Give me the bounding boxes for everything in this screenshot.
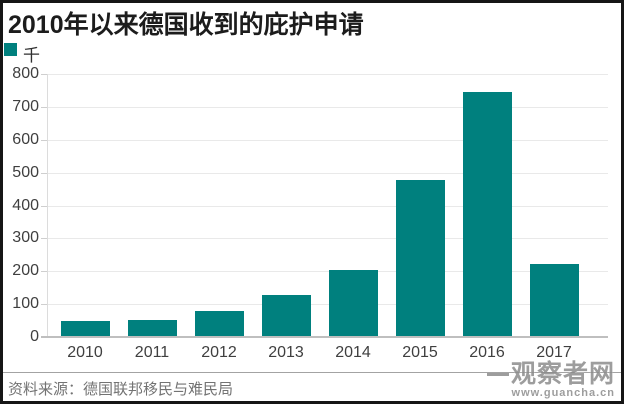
bar-2012 <box>194 311 244 337</box>
y-axis-label: 700 <box>12 97 39 115</box>
y-tick-400 <box>41 205 47 207</box>
gridline-500 <box>47 172 608 174</box>
gridline-400 <box>47 205 608 207</box>
legend-swatch-icon <box>4 43 17 56</box>
y-tick-200 <box>41 271 47 273</box>
y-axis-label: 300 <box>12 229 39 247</box>
y-axis-label: 800 <box>12 65 39 82</box>
watermark: 观察者网 www.guancha.cn <box>486 360 615 399</box>
x-axis-label: 2015 <box>402 344 438 361</box>
x-axis-label: 2011 <box>134 344 170 361</box>
watermark-line <box>486 372 509 376</box>
x-axis-line <box>41 336 608 338</box>
legend-label: 千 <box>23 46 40 65</box>
bar-2016 <box>462 91 512 337</box>
y-axis-label: 0 <box>30 328 39 345</box>
bar-chart: 0 100 200 300 400 500 600 700 800 2010 2011 2012 201… <box>3 3 621 401</box>
gridline-600 <box>47 139 608 141</box>
bar-2015 <box>395 180 445 337</box>
source-label: 资料来源：德国联邦移民与难民局 <box>8 381 234 398</box>
bar-2017 <box>529 263 579 337</box>
x-axis-label: 2016 <box>469 344 505 361</box>
gridline-200 <box>47 271 608 273</box>
y-axis-label: 600 <box>12 130 39 148</box>
y-tick-500 <box>41 172 47 174</box>
gridline-100 <box>47 304 608 306</box>
y-tick-600 <box>41 139 47 141</box>
footer-divider <box>3 372 621 373</box>
gridline-300 <box>47 238 608 240</box>
gridline-800 <box>47 74 608 75</box>
gridline-700 <box>47 106 608 108</box>
watermark-site-url: www.guancha.cn <box>511 387 615 399</box>
x-axis-label: 2012 <box>201 344 237 361</box>
y-axis-label: 400 <box>12 196 39 214</box>
y-tick-700 <box>41 106 47 108</box>
y-tick-100 <box>41 304 47 306</box>
bar-2011 <box>127 319 177 337</box>
x-axis-label: 2014 <box>335 344 371 361</box>
x-axis-label: 2013 <box>268 344 304 361</box>
bar-2010 <box>60 320 110 337</box>
x-axis-label: 2010 <box>67 344 103 361</box>
bar-2014 <box>328 270 378 337</box>
x-axis-label: 2017 <box>536 344 572 361</box>
y-axis-label: 100 <box>12 295 39 313</box>
watermark-site-name: 观察者网 <box>510 360 615 388</box>
watermark-logo: 观察者网 <box>486 360 615 388</box>
y-axis-label: 500 <box>12 163 39 181</box>
y-axis-line <box>47 74 48 337</box>
y-axis-label: 200 <box>12 262 39 280</box>
bar-2013 <box>261 295 311 337</box>
y-tick-300 <box>41 238 47 240</box>
chart-title: 2010年以来德国收到的庇护申请 <box>8 11 364 39</box>
y-tick-800 <box>41 74 47 75</box>
